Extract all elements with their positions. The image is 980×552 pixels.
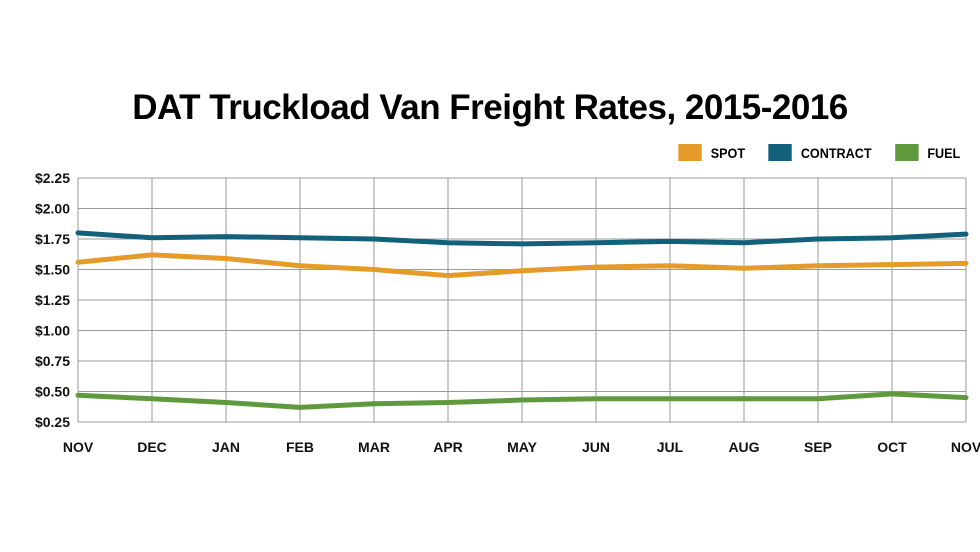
x-tick-label: FEB	[286, 439, 314, 455]
x-tick-label: JUL	[657, 439, 684, 455]
y-tick-label: $0.25	[35, 414, 70, 430]
y-tick-label: $0.75	[35, 353, 70, 369]
x-tick-label: DEC	[137, 439, 167, 455]
y-tick-label: $2.25	[35, 170, 70, 186]
series-line-contract	[75, 230, 969, 247]
x-tick-label: APR	[433, 439, 463, 455]
y-tick-label: $1.50	[35, 262, 70, 278]
x-tick-label: NOV	[951, 439, 980, 455]
legend-label-fuel: FUEL	[927, 144, 960, 161]
y-tick-label: $2.00	[35, 201, 70, 217]
chart-title: DAT Truckload Van Freight Rates, 2015-20…	[132, 88, 848, 127]
series-line-fuel	[75, 391, 969, 410]
y-tick-label: $1.75	[35, 231, 70, 247]
legend-label-spot: SPOT	[710, 144, 745, 161]
x-tick-label: JUN	[582, 439, 610, 455]
x-tick-label: AUG	[728, 439, 759, 455]
x-tick-label: NOV	[63, 439, 94, 455]
y-tick-label: $1.00	[35, 323, 70, 339]
legend-item-fuel: FUEL	[894, 144, 960, 161]
legend-swatch-fuel	[894, 144, 919, 161]
legend-item-contract: CONTRACT	[768, 144, 871, 161]
legend-label-contract: CONTRACT	[800, 144, 872, 161]
x-tick-label: SEP	[804, 439, 832, 455]
x-tick-label: MAR	[358, 439, 390, 455]
legend-item-spot: SPOT	[678, 144, 745, 161]
series-line-spot	[75, 252, 969, 279]
x-tick-label: JAN	[212, 439, 240, 455]
legend-swatch-spot	[678, 144, 702, 161]
y-tick-label: $0.50	[35, 384, 70, 400]
x-tick-label: OCT	[877, 439, 907, 455]
legend-swatch-contract	[768, 144, 792, 161]
y-tick-label: $1.25	[35, 292, 70, 308]
x-tick-label: MAY	[507, 439, 537, 455]
chart-legend: SPOT CONTRACT FUEL	[678, 144, 960, 161]
